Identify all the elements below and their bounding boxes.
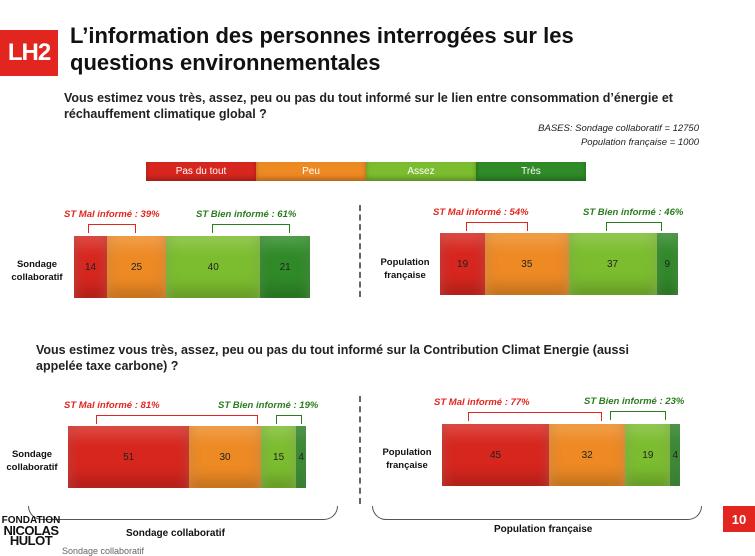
st-bien-label: ST Bien informé : 19% (218, 400, 319, 411)
fondation-line: FONDATION (1, 515, 61, 526)
st-mal-bracket (468, 412, 602, 421)
bottom-label-population: Population française (494, 524, 593, 535)
st-bien-bracket (212, 224, 290, 233)
segment-value-label: 51 (123, 451, 135, 463)
question-2: Vous estimez vous très, assez, peu ou pa… (36, 343, 629, 373)
chart-legend: Pas du tout Peu Assez Très (146, 162, 586, 181)
lh2-logo: LH2 (0, 30, 58, 76)
st-bien-label: ST Bien informé : 61% (196, 209, 297, 220)
legend-tres: Très (476, 162, 586, 181)
segment-value-label: 21 (279, 261, 291, 273)
bar-segment-peu: 25 (107, 236, 167, 298)
segment-value-label: 14 (84, 261, 97, 273)
bar-segment-tres: 4 (296, 426, 306, 488)
footnote: Sondage collaboratif (62, 546, 145, 556)
st-mal-label: ST Mal informé : 81% (64, 400, 160, 411)
bar-segment-pas-du-tout: 14 (74, 236, 108, 298)
stacked-bar-sondage-carbone: 51 30 15 4 (68, 426, 306, 488)
bar-segment-assez: 19 (625, 424, 671, 486)
st-bien-label: ST Bien informé : 46% (583, 207, 684, 218)
segment-value-label: 15 (273, 451, 285, 463)
legend-pas-du-tout: Pas du tout (146, 162, 256, 181)
fondation-hulot-logo: FONDATION NICOLAS HULOT (0, 515, 62, 548)
bar-segment-peu: 35 (485, 233, 569, 295)
page-number: 10 (723, 506, 755, 532)
row-label-line: française (386, 460, 428, 471)
segment-value-label: 35 (521, 258, 533, 270)
row-label-line: Sondage (16, 259, 58, 270)
row-label-population-2: Population française (372, 446, 442, 472)
bar-segment-assez: 37 (568, 233, 657, 295)
bar-segment-tres: 4 (670, 424, 680, 486)
bar-segment-pas-du-tout: 45 (442, 424, 550, 486)
st-bien-label: ST Bien informé : 23% (584, 396, 685, 407)
st-mal-label: ST Mal informé : 54% (433, 207, 529, 218)
bar-segment-assez: 40 (166, 236, 261, 298)
legend-peu: Peu (256, 162, 366, 181)
st-bien-bracket (276, 415, 302, 424)
segment-value-label: 32 (581, 449, 593, 461)
stacked-bar-population-carbone: 45 32 19 4 (442, 424, 680, 486)
st-mal-label: ST Mal informé : 77% (434, 397, 530, 408)
section-divider (359, 396, 361, 504)
st-mal-bracket (466, 222, 528, 231)
segment-value-label: 40 (207, 261, 219, 273)
st-mal-label: ST Mal informé : 39% (64, 209, 160, 220)
legend-assez: Assez (366, 162, 476, 181)
bar-segment-tres: 21 (260, 236, 310, 298)
bottom-label-sondage: Sondage collaboratif (126, 528, 225, 539)
stacked-bar-sondage-energie: 14 25 40 21 (74, 236, 310, 298)
segment-value-label: 4 (298, 451, 304, 463)
segment-value-label: 25 (130, 261, 143, 273)
bar-segment-pas-du-tout: 51 (68, 426, 190, 488)
segment-value-label: 9 (664, 258, 671, 270)
row-label-line: Population (380, 257, 430, 268)
row-label-sondage-1: Sondage collaboratif (6, 258, 68, 284)
bar-segment-peu: 30 (189, 426, 261, 488)
st-bien-bracket (606, 222, 662, 231)
segment-value-label: 30 (219, 451, 231, 463)
row-label-sondage-2: Sondage collaboratif (0, 448, 64, 474)
bottom-bracket-population (372, 506, 702, 520)
bar-segment-tres: 9 (656, 233, 678, 295)
st-mal-bracket (96, 415, 258, 424)
row-label-line: collaboratif (11, 272, 63, 283)
bases-line-2: Population française = 1000 (580, 137, 699, 148)
page-title: L’information des personnes interrogées … (70, 23, 574, 75)
bar-segment-pas-du-tout: 19 (440, 233, 486, 295)
section-divider (359, 205, 361, 297)
bottom-bracket-sondage (28, 506, 338, 520)
row-label-line: Sondage (11, 449, 53, 460)
row-label-population-1: Population française (372, 256, 438, 282)
row-label-line: Population (382, 447, 432, 458)
segment-value-label: 19 (642, 449, 654, 461)
bases-note: BASES: Sondage collaboratif = 12750 Popu… (538, 122, 699, 150)
fondation-line: NICOLAS (3, 523, 60, 538)
bar-segment-assez: 15 (260, 426, 297, 488)
stacked-bar-population-energie: 19 35 37 9 (440, 233, 678, 295)
segment-value-label: 37 (606, 258, 619, 270)
bar-segment-peu: 32 (549, 424, 626, 486)
segment-value-label: 4 (672, 449, 678, 461)
bases-line-1: BASES: Sondage collaboratif = 12750 (538, 123, 699, 134)
fondation-line: HULOT (9, 533, 53, 548)
segment-value-label: 19 (457, 258, 469, 270)
row-label-line: française (384, 270, 426, 281)
question-1: Vous estimez vous très, assez, peu ou pa… (64, 91, 673, 121)
st-bien-bracket (610, 411, 666, 420)
st-mal-bracket (88, 224, 136, 233)
row-label-line: collaboratif (6, 462, 58, 473)
segment-value-label: 45 (489, 449, 502, 461)
